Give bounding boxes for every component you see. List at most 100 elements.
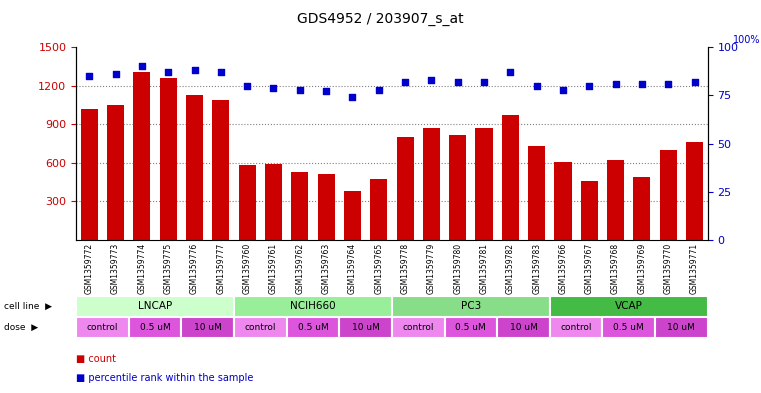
Point — [241, 83, 253, 89]
Text: GSM1359770: GSM1359770 — [664, 242, 673, 294]
Text: control: control — [244, 323, 276, 332]
Bar — [234, 296, 392, 317]
Bar — [549, 317, 603, 338]
Bar — [423, 128, 440, 240]
Bar — [76, 296, 234, 317]
Point — [662, 81, 674, 87]
Bar — [603, 317, 655, 338]
Text: GSM1359760: GSM1359760 — [243, 242, 252, 294]
Bar — [239, 165, 256, 240]
Text: GSM1359780: GSM1359780 — [454, 242, 462, 294]
Bar — [633, 177, 651, 240]
Bar — [234, 317, 287, 338]
Point — [110, 71, 122, 77]
Bar — [549, 296, 708, 317]
Bar — [581, 181, 598, 240]
Bar — [396, 137, 414, 240]
Point — [451, 79, 463, 85]
Bar — [392, 296, 549, 317]
Text: GSM1359775: GSM1359775 — [164, 242, 173, 294]
Text: control: control — [560, 323, 592, 332]
Bar — [265, 164, 282, 240]
Bar — [181, 317, 234, 338]
Text: LNCAP: LNCAP — [138, 301, 172, 311]
Text: PC3: PC3 — [460, 301, 481, 311]
Point — [583, 83, 595, 89]
Point — [636, 81, 648, 87]
Point — [189, 67, 201, 73]
Point — [373, 86, 385, 93]
Text: GSM1359771: GSM1359771 — [690, 242, 699, 294]
Text: GSM1359783: GSM1359783 — [532, 242, 541, 294]
Text: GSM1359772: GSM1359772 — [84, 242, 94, 294]
Point — [162, 69, 174, 75]
Text: control: control — [87, 323, 118, 332]
Text: GSM1359763: GSM1359763 — [322, 242, 330, 294]
Bar — [497, 317, 549, 338]
Point — [530, 83, 543, 89]
Point — [557, 86, 569, 93]
Text: GSM1359777: GSM1359777 — [216, 242, 225, 294]
Bar — [339, 317, 392, 338]
Bar — [344, 191, 361, 240]
Bar — [107, 105, 124, 240]
Text: GSM1359764: GSM1359764 — [348, 242, 357, 294]
Bar — [655, 317, 708, 338]
Text: GSM1359767: GSM1359767 — [584, 242, 594, 294]
Text: GSM1359776: GSM1359776 — [190, 242, 199, 294]
Text: 10 uM: 10 uM — [510, 323, 537, 332]
Bar — [555, 162, 572, 240]
Bar — [287, 317, 339, 338]
Text: 10 uM: 10 uM — [194, 323, 221, 332]
Text: GSM1359769: GSM1359769 — [638, 242, 646, 294]
Point — [135, 63, 148, 70]
Text: GSM1359782: GSM1359782 — [506, 242, 515, 294]
Bar — [444, 317, 497, 338]
Text: GSM1359781: GSM1359781 — [479, 242, 489, 294]
Bar — [129, 317, 181, 338]
Bar — [660, 150, 677, 240]
Bar — [392, 317, 444, 338]
Text: dose  ▶: dose ▶ — [4, 323, 38, 332]
Text: 0.5 uM: 0.5 uM — [456, 323, 486, 332]
Text: GSM1359761: GSM1359761 — [269, 242, 278, 294]
Point — [320, 88, 333, 95]
Bar — [501, 115, 519, 240]
Text: 10 uM: 10 uM — [352, 323, 380, 332]
Text: 0.5 uM: 0.5 uM — [613, 323, 644, 332]
Point — [267, 84, 279, 91]
Point — [689, 79, 701, 85]
Point — [83, 73, 95, 79]
Bar — [186, 95, 203, 240]
Bar — [370, 180, 387, 240]
Text: 0.5 uM: 0.5 uM — [298, 323, 328, 332]
Text: control: control — [403, 323, 434, 332]
Bar — [212, 100, 229, 240]
Point — [215, 69, 227, 75]
Bar — [528, 146, 545, 240]
Text: VCAP: VCAP — [615, 301, 643, 311]
Bar — [607, 160, 624, 240]
Text: GSM1359773: GSM1359773 — [111, 242, 120, 294]
Text: cell line  ▶: cell line ▶ — [4, 302, 52, 311]
Point — [610, 81, 622, 87]
Bar — [81, 109, 98, 240]
Bar — [449, 134, 466, 240]
Point — [399, 79, 411, 85]
Text: ■ count: ■ count — [76, 354, 116, 364]
Point — [505, 69, 517, 75]
Text: GSM1359766: GSM1359766 — [559, 242, 568, 294]
Bar — [686, 142, 703, 240]
Text: 100%: 100% — [733, 35, 760, 45]
Text: GSM1359768: GSM1359768 — [611, 242, 620, 294]
Bar — [291, 172, 308, 240]
Text: GSM1359765: GSM1359765 — [374, 242, 384, 294]
Point — [294, 86, 306, 93]
Bar — [76, 317, 129, 338]
Bar — [476, 128, 492, 240]
Text: GSM1359774: GSM1359774 — [138, 242, 146, 294]
Bar — [133, 72, 151, 240]
Bar — [160, 78, 177, 240]
Bar — [317, 174, 335, 240]
Text: GSM1359778: GSM1359778 — [400, 242, 409, 294]
